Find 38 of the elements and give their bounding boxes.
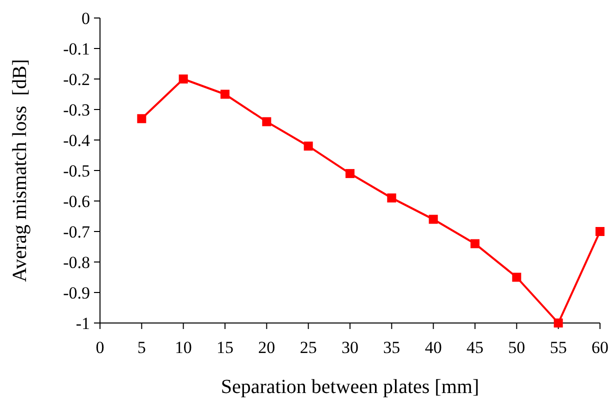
x-tick-label: 55 — [550, 338, 567, 357]
y-tick-label: -0.2 — [63, 70, 90, 89]
x-tick-label: 40 — [424, 338, 442, 357]
x-tick-label: 5 — [137, 338, 146, 357]
x-tick-label: 45 — [466, 338, 484, 357]
x-axis-title: Separation between plates [mm] — [220, 376, 480, 398]
point — [554, 318, 563, 328]
point — [262, 117, 272, 126]
y-axis-title: Averag mismatch loss [dB] — [9, 59, 31, 282]
y-tick-label: -0.8 — [63, 252, 90, 272]
y-tick-label: -0.5 — [63, 161, 90, 180]
point — [387, 193, 396, 202]
point — [137, 114, 146, 124]
x-tick-label: 60 — [592, 338, 608, 357]
x-tick-label: 0 — [96, 338, 104, 357]
point — [178, 74, 188, 84]
y-tick-label: -0.6 — [63, 192, 90, 211]
x-tick-label: 30 — [342, 338, 358, 357]
x-tick-label: 10 — [174, 338, 192, 357]
y-tick-label: -0.4 — [63, 130, 90, 150]
x-tick-label: 20 — [258, 338, 276, 357]
y-tick-label: -0.9 — [63, 283, 90, 302]
y-tick-label: -1 — [76, 314, 90, 333]
point — [304, 142, 313, 151]
point — [596, 227, 604, 236]
point — [428, 214, 438, 224]
point — [346, 169, 354, 178]
x-tick-label: 50 — [508, 338, 526, 357]
x-tick-label: 25 — [300, 338, 317, 357]
y-tick-label: -0.1 — [63, 39, 90, 58]
x-tick-label: 15 — [216, 338, 234, 357]
y-tick-label: 0 — [82, 8, 90, 28]
point — [470, 239, 480, 248]
point — [220, 90, 230, 99]
point — [512, 272, 522, 282]
y-tick-label: -0.3 — [63, 100, 90, 120]
y-tick-label: -0.7 — [63, 222, 90, 242]
x-tick-label: 35 — [383, 338, 400, 357]
